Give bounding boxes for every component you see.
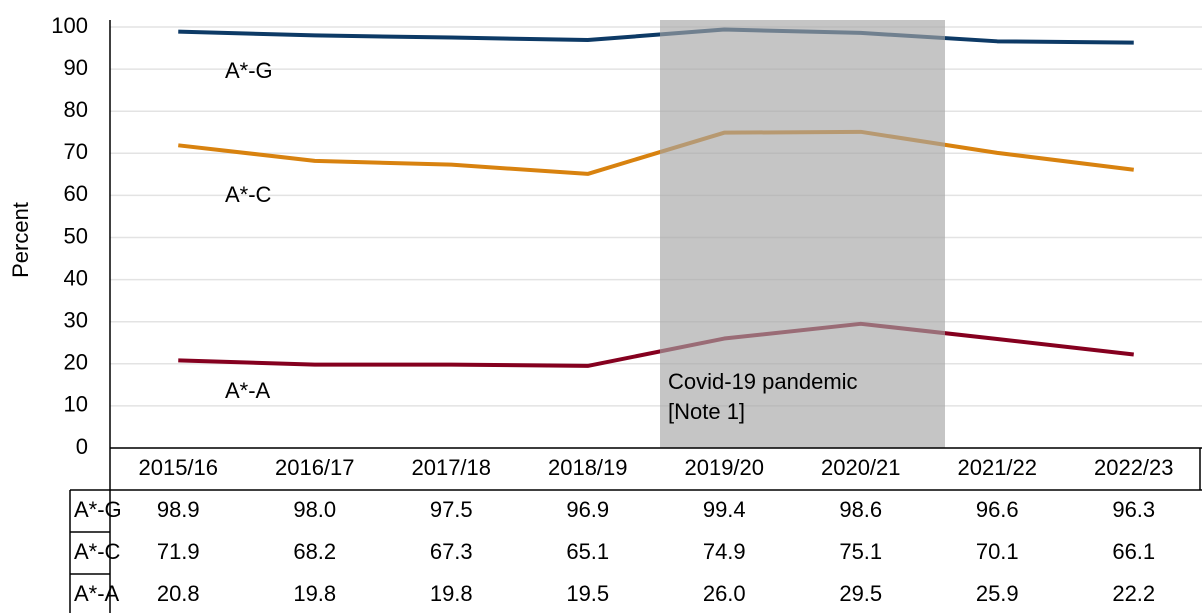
table-cell: 66.1 [1112,539,1155,564]
table-cell: 96.9 [566,497,609,522]
table-cell: 20.8 [157,581,200,606]
table-cell: 71.9 [157,539,200,564]
table-cell: 19.8 [430,581,473,606]
x-tick-label: 2019/20 [684,455,764,480]
table-cell: 19.5 [566,581,609,606]
table-cell: 70.1 [976,539,1019,564]
y-tick-label: 70 [64,139,88,164]
x-tick-label: 2018/19 [548,455,628,480]
series-line [178,27,1134,45]
line-label: A*-C [225,182,272,207]
x-tick-label: 2020/21 [821,455,901,480]
y-tick-label: 80 [64,97,88,122]
shade-label: [Note 1] [668,399,745,424]
y-tick-label: 50 [64,223,88,248]
table-cell: 96.3 [1112,497,1155,522]
table-cell: 25.9 [976,581,1019,606]
table-cell: 67.3 [430,539,473,564]
table-cell: 22.2 [1112,581,1155,606]
y-tick-label: 90 [64,55,88,80]
y-tick-label: 40 [64,265,88,290]
series-line [178,129,1134,176]
shade-region [660,20,945,448]
x-tick-label: 2017/18 [411,455,491,480]
x-tick-label: 2021/22 [957,455,1037,480]
table-cell: 75.1 [839,539,882,564]
table-cell: 26.0 [703,581,746,606]
table-cell: 98.6 [839,497,882,522]
x-tick-label: 2015/16 [138,455,218,480]
y-tick-label: 30 [64,308,88,333]
table-cell: 99.4 [703,497,746,522]
table-row-label: A*-G [74,497,122,522]
x-tick-label: 2022/23 [1094,455,1174,480]
table-cell: 96.6 [976,497,1019,522]
y-tick-label: 60 [64,181,88,206]
table-cell: 19.8 [293,581,336,606]
table-row-label: A*-C [74,539,121,564]
table-cell: 29.5 [839,581,882,606]
y-tick-label: 100 [51,13,88,38]
shade-label: Covid-19 pandemic [668,369,858,394]
x-tick-label: 2016/17 [275,455,355,480]
series-line [178,321,1134,368]
y-tick-label: 20 [64,350,88,375]
y-tick-label: 10 [64,392,88,417]
line-label: A*-A [225,378,271,403]
table-cell: 65.1 [566,539,609,564]
table-cell: 97.5 [430,497,473,522]
table-cell: 98.0 [293,497,336,522]
table-cell: 98.9 [157,497,200,522]
y-tick-label: 0 [76,434,88,459]
table-cell: 74.9 [703,539,746,564]
line-label: A*-G [225,58,273,83]
y-axis-label: Percent [8,202,33,278]
table-cell: 68.2 [293,539,336,564]
table-row-label: A*-A [74,581,120,606]
